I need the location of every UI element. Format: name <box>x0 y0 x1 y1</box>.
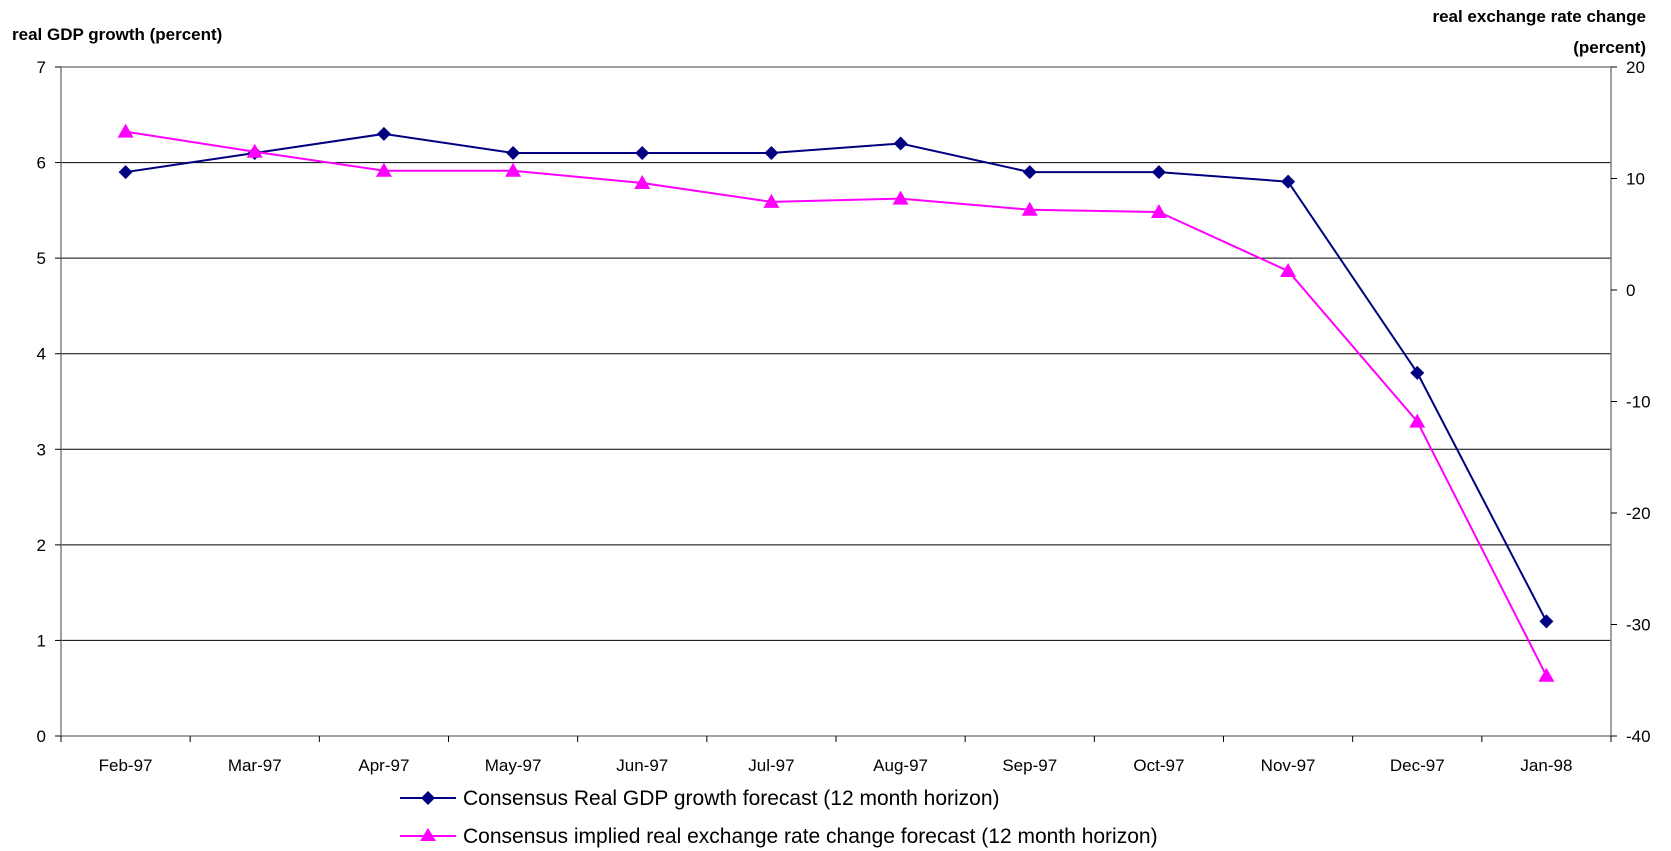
data-point-diamond <box>1151 165 1166 180</box>
y-axis-left-title: real GDP growth (percent) <box>12 25 222 44</box>
data-point-diamond <box>1539 614 1554 629</box>
data-point-diamond <box>635 146 650 161</box>
data-point-triangle <box>505 162 522 177</box>
data-point-triangle <box>117 123 134 138</box>
y-left-tick-label: 0 <box>37 727 46 746</box>
y-left-tick-label: 6 <box>37 154 46 173</box>
x-tick-label: Jun-97 <box>616 756 668 775</box>
axis-layer: 0 1 2 3 4 5 6 7 -40 -30 -20 -10 0 10 20 Feb-97 Mar-97 Apr… <box>37 58 1651 775</box>
x-tick-label: Jan-98 <box>1520 756 1572 775</box>
y-right-tick-label: 0 <box>1626 281 1635 300</box>
x-tick-label: Dec-97 <box>1390 756 1445 775</box>
x-tick-label: Jul-97 <box>748 756 794 775</box>
y-right-tick-label: -10 <box>1626 393 1651 412</box>
legend-item-exchange-rate: Consensus implied real exchange rate cha… <box>400 825 1158 848</box>
plot-area-frame <box>60 66 1612 737</box>
data-point-diamond <box>1281 174 1296 189</box>
data-point-diamond <box>764 146 779 161</box>
x-tick-label: Aug-97 <box>873 756 928 775</box>
series-line-0 <box>125 132 1548 622</box>
data-point-triangle <box>892 190 909 205</box>
y-left-tick-label: 4 <box>37 345 46 364</box>
legend-triangle-icon <box>420 828 436 841</box>
data-point-triangle <box>763 193 780 208</box>
data-point-diamond <box>1022 165 1037 180</box>
y-left-tick-label: 2 <box>37 536 46 555</box>
y-left-tick-label: 7 <box>37 58 46 77</box>
y-right-tick-label: -30 <box>1626 616 1651 635</box>
data-point-diamond <box>376 126 391 141</box>
data-point-triangle <box>375 162 392 177</box>
data-point-diamond <box>506 146 521 161</box>
y-axis-right-title-line2: (percent) <box>1573 38 1646 57</box>
y-right-tick-label: -20 <box>1626 504 1651 523</box>
grid-layer <box>61 162 1611 641</box>
x-tick-label: Nov-97 <box>1261 756 1316 775</box>
x-tick-label: May-97 <box>485 756 542 775</box>
data-point-diamond <box>1410 365 1425 380</box>
data-point-triangle <box>1150 203 1167 218</box>
legend-item-gdp: Consensus Real GDP growth forecast (12 m… <box>400 787 1000 810</box>
x-tick-label: Sep-97 <box>1002 756 1057 775</box>
data-point-triangle <box>1021 201 1038 216</box>
x-tick-label: Mar-97 <box>228 756 282 775</box>
data-point-triangle <box>246 143 263 158</box>
y-right-tick-label: -40 <box>1626 727 1651 746</box>
legend: Consensus Real GDP growth forecast (12 m… <box>400 787 1158 848</box>
x-tick-label: Feb-97 <box>99 756 153 775</box>
data-point-triangle <box>1538 667 1555 682</box>
data-point-triangle <box>634 174 651 189</box>
x-tick-label: Oct-97 <box>1133 756 1184 775</box>
data-point-diamond <box>893 136 908 151</box>
y-left-tick-label: 5 <box>37 249 46 268</box>
series-layer <box>117 123 1555 682</box>
data-point-triangle <box>1409 413 1426 428</box>
legend-label-exchange-rate: Consensus implied real exchange rate cha… <box>463 825 1158 848</box>
data-point-diamond <box>118 165 133 180</box>
y-left-tick-label: 1 <box>37 631 46 650</box>
x-tick-label: Apr-97 <box>358 756 409 775</box>
legend-label-gdp: Consensus Real GDP growth forecast (12 m… <box>463 787 1000 810</box>
y-axis-right-title-line1: real exchange rate change <box>1432 7 1646 26</box>
series-line-1 <box>125 130 1548 677</box>
legend-diamond-icon <box>421 791 435 805</box>
data-point-triangle <box>1280 263 1297 278</box>
y-left-tick-label: 3 <box>37 440 46 459</box>
y-right-tick-label: 20 <box>1626 58 1645 77</box>
y-right-tick-label: 10 <box>1626 170 1645 189</box>
